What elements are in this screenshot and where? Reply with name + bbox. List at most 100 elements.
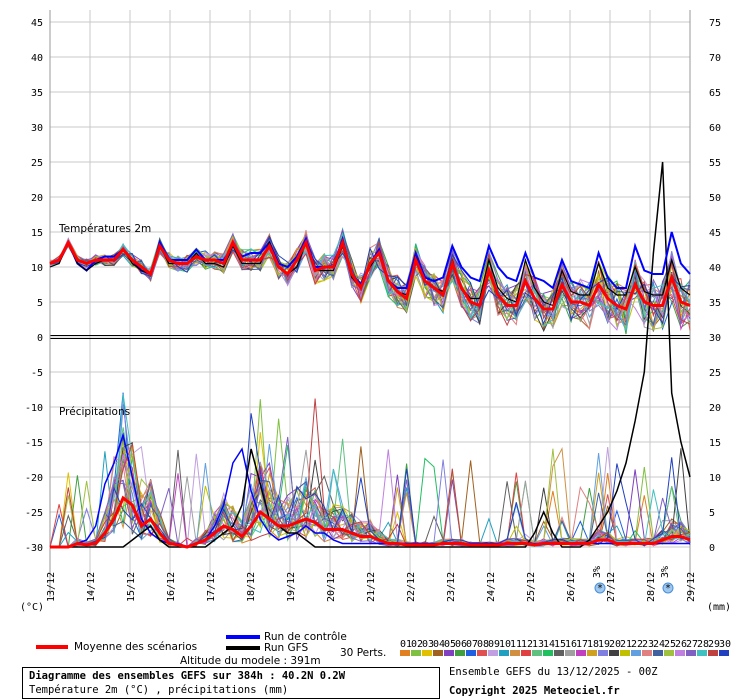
temperature-section-label: Températures 2m — [58, 223, 151, 235]
date-tick-label: 14/12 — [86, 572, 97, 602]
date-tick-label: 29/12 — [686, 572, 697, 602]
mean-temperature-line — [49, 237, 691, 311]
left-axis-unit: (°C) — [20, 602, 44, 613]
legend-perts: 30 Perts. — [340, 647, 387, 659]
mean-precipitation-line — [50, 495, 691, 549]
left-tick-label: 40 — [31, 53, 43, 64]
left-tick-label: 30 — [31, 123, 43, 134]
pert-color-swatch — [510, 650, 520, 656]
date-tick-label: 13/12 — [46, 572, 57, 602]
left-tick-label: -15 — [25, 438, 43, 449]
right-tick-label: 50 — [709, 193, 721, 204]
right-tick-label: 15 — [709, 438, 721, 449]
run-info: Ensemble GEFS du 13/12/2025 - 00Z — [449, 666, 658, 678]
snowflake-icon — [594, 582, 606, 594]
pert-number: 16 — [565, 639, 577, 650]
legend-gfs-swatch — [226, 646, 260, 650]
right-tick-label: 55 — [709, 158, 721, 169]
legend-mean: Moyenne des scénarios — [36, 641, 197, 653]
pert-color-swatch — [697, 650, 707, 656]
pert-number: 23 — [642, 639, 654, 650]
pert-number: 19 — [598, 639, 610, 650]
pert-color-swatch — [719, 650, 729, 656]
copyright: Copyright 2025 Meteociel.fr — [449, 685, 620, 697]
date-tick-label: 22/12 — [406, 572, 417, 602]
date-tick-label: 16/12 — [166, 572, 177, 602]
legend-mean-swatch — [36, 645, 68, 649]
date-tick-label: 17/12 — [206, 572, 217, 602]
chart-title: Diagramme des ensembles GEFS sur 384h : … — [29, 670, 346, 682]
pert-color-swatch — [433, 650, 443, 656]
right-tick-label: 30 — [709, 333, 721, 344]
date-tick-label: 27/12 — [606, 572, 617, 602]
pert-number: 03 — [422, 639, 434, 650]
left-tick-label: 10 — [31, 263, 43, 274]
legend-control: Run de contrôle — [226, 631, 347, 643]
legend-control-swatch — [226, 635, 260, 639]
right-tick-label: 35 — [709, 298, 721, 309]
pert-number: 11 — [510, 639, 522, 650]
right-tick-label: 60 — [709, 123, 721, 134]
left-tick-label: -5 — [31, 368, 43, 379]
pert-number: 29 — [708, 639, 720, 650]
pert-color-swatch — [455, 650, 465, 656]
title-box: Diagramme des ensembles GEFS sur 384h : … — [22, 667, 440, 699]
date-tick-label: 19/12 — [286, 572, 297, 602]
pert-color-swatch — [411, 650, 421, 656]
left-tick-label: 5 — [37, 298, 43, 309]
pert-number: 12 — [521, 639, 533, 650]
pert-number: 08 — [477, 639, 489, 650]
pert-color-swatch — [620, 650, 630, 656]
left-tick-label: -25 — [25, 508, 43, 519]
date-tick-label: 20/12 — [326, 572, 337, 602]
legend-gfs: Run GFS — [226, 642, 308, 654]
right-tick-label: 20 — [709, 403, 721, 414]
pert-color-swatch — [708, 650, 718, 656]
left-tick-label: -10 — [25, 403, 43, 414]
pert-number: 09 — [488, 639, 500, 650]
right-tick-label: 75 — [709, 18, 721, 29]
pert-color-swatch — [521, 650, 531, 656]
pert-color-swatch — [576, 650, 586, 656]
pert-color-swatch — [565, 650, 575, 656]
pert-color-swatch — [631, 650, 641, 656]
pert-color-swatch — [554, 650, 564, 656]
pert-number: 28 — [697, 639, 709, 650]
pert-color-swatch — [653, 650, 663, 656]
pert-number: 05 — [444, 639, 456, 650]
pert-color-swatch — [543, 650, 553, 656]
pert-color-swatch — [477, 650, 487, 656]
date-tick-label: 15/12 — [126, 572, 137, 602]
left-tick-label: -20 — [25, 473, 43, 484]
snowflake-icon — [662, 582, 674, 594]
pert-number: 04 — [433, 639, 445, 650]
pert-number: 15 — [554, 639, 566, 650]
snow-percent-label: 3% — [592, 566, 603, 578]
chart-subtitle: Température 2m (°C) , précipitations (mm… — [29, 684, 289, 696]
perturbation-color-legend: 0102030405060708091011121314151617181920… — [400, 639, 731, 656]
right-tick-label: 25 — [709, 368, 721, 379]
pert-color-swatch — [466, 650, 476, 656]
pert-number: 14 — [543, 639, 555, 650]
snowflake-glyph: * — [597, 583, 603, 594]
right-tick-label: 65 — [709, 88, 721, 99]
left-tick-label: -30 — [25, 543, 43, 554]
left-tick-label: 25 — [31, 158, 43, 169]
pert-color-swatch — [532, 650, 542, 656]
pert-color-swatch — [422, 650, 432, 656]
pert-number: 10 — [499, 639, 511, 650]
left-tick-label: 20 — [31, 193, 43, 204]
snowflake-glyph: * — [665, 583, 671, 594]
pert-color-swatch — [642, 650, 652, 656]
date-tick-label: 28/12 — [646, 572, 657, 602]
pert-number: 27 — [686, 639, 698, 650]
date-tick-label: 24/12 — [486, 572, 497, 602]
altitude-label: Altitude du modele : 391m — [180, 655, 321, 667]
pert-number: 22 — [631, 639, 643, 650]
right-tick-label: 10 — [709, 473, 721, 484]
date-tick-label: 18/12 — [246, 572, 257, 602]
pert-number: 17 — [576, 639, 588, 650]
right-tick-label: 0 — [709, 543, 715, 554]
right-tick-label: 40 — [709, 263, 721, 274]
pert-color-swatch — [499, 650, 509, 656]
